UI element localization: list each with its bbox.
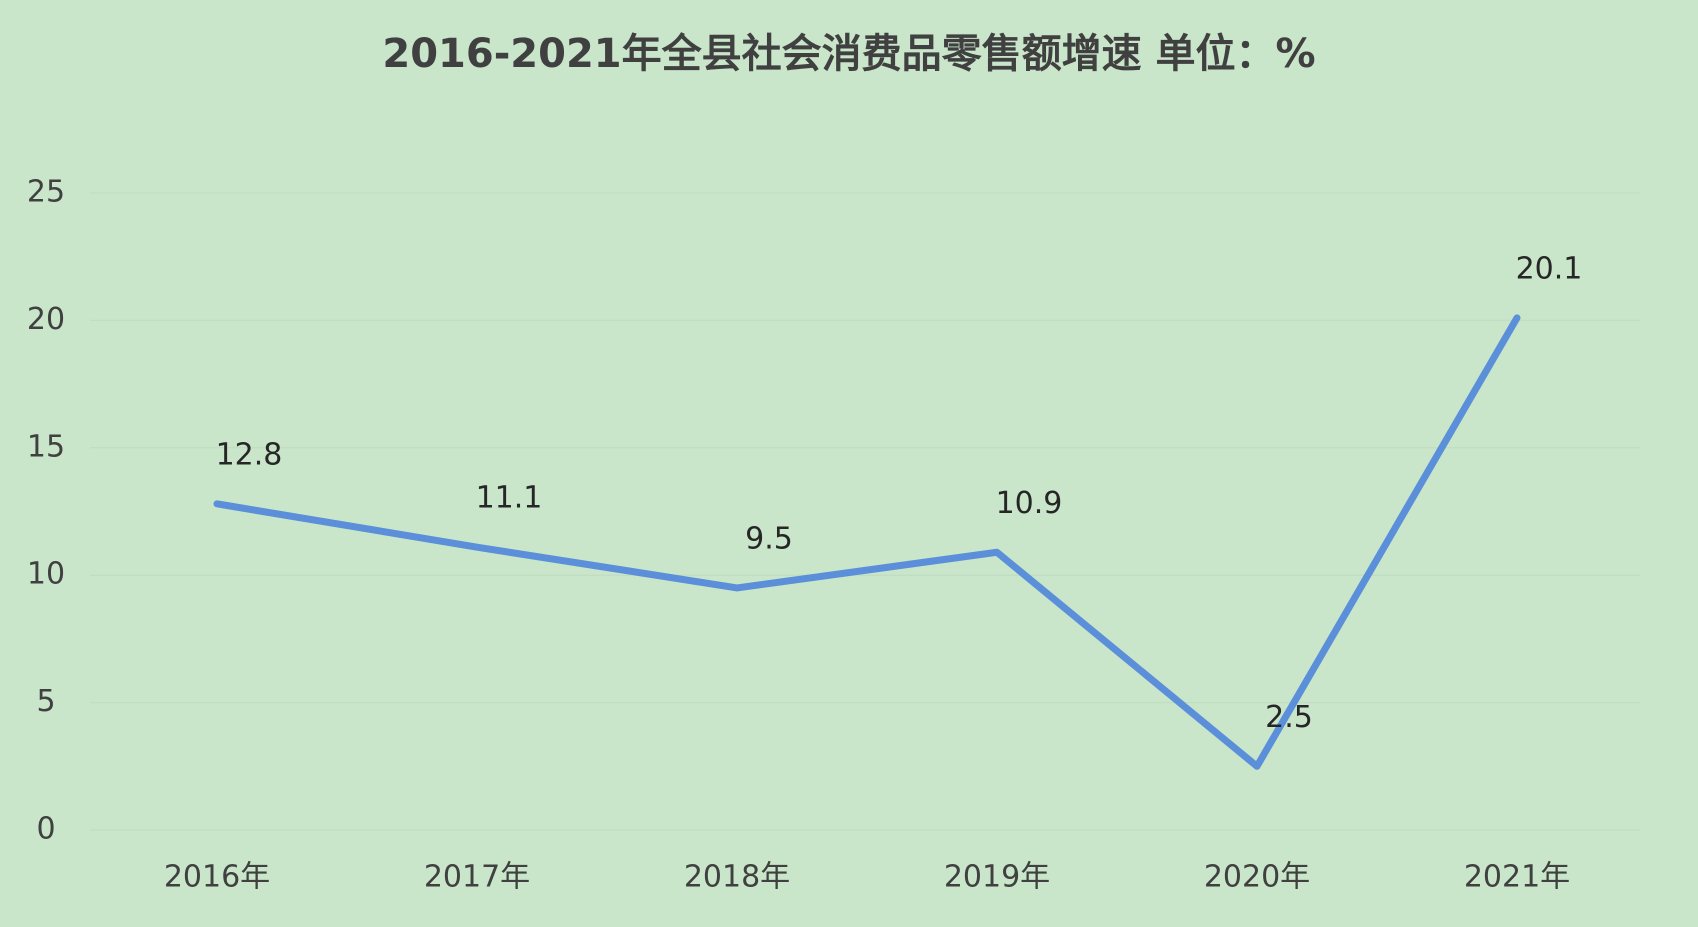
y-tick-label: 15 <box>27 429 65 464</box>
x-tick-label: 2019年 <box>944 860 1050 895</box>
data-label: 11.1 <box>476 481 543 516</box>
data-label: 12.8 <box>216 437 283 472</box>
x-tick-label: 2018年 <box>684 860 790 895</box>
data-label: 10.9 <box>996 486 1063 521</box>
y-tick-label: 5 <box>36 684 55 719</box>
data-label: 20.1 <box>1516 251 1583 286</box>
chart-title: 2016-2021年全县社会消费品零售额增速 单位：% <box>382 31 1315 77</box>
data-label: 2.5 <box>1265 700 1313 735</box>
y-tick-label: 25 <box>27 175 65 210</box>
x-tick-label: 2016年 <box>164 860 270 895</box>
y-tick-label: 20 <box>27 302 65 337</box>
x-tick-label: 2021年 <box>1464 860 1570 895</box>
x-tick-label: 2017年 <box>424 860 530 895</box>
y-tick-label: 0 <box>36 812 55 847</box>
data-line <box>213 314 1521 770</box>
y-tick-label: 10 <box>27 557 65 592</box>
data-label: 9.5 <box>745 521 793 556</box>
x-tick-label: 2020年 <box>1204 860 1310 895</box>
